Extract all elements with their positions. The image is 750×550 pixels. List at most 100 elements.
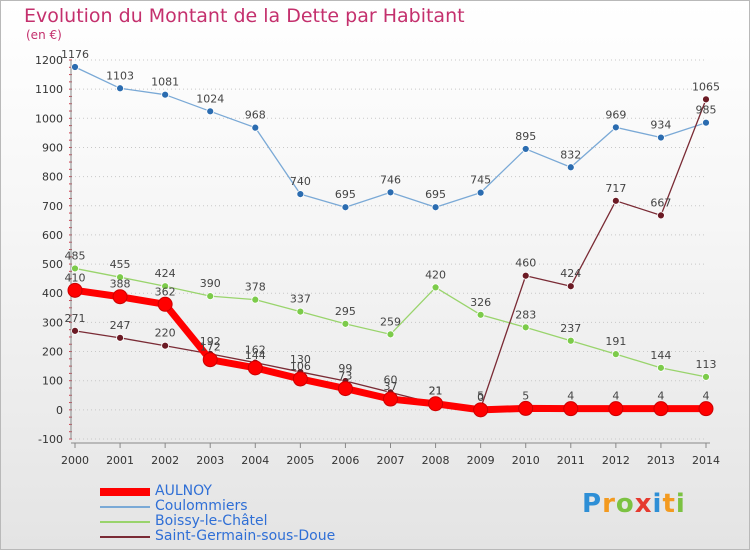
data-label: 424: [155, 267, 176, 280]
y-tick-label: 600: [42, 229, 63, 242]
data-label: 460: [515, 257, 536, 270]
series-point-1: [521, 145, 530, 153]
x-tick-label: 2014: [692, 454, 720, 467]
series-point-2: [206, 292, 215, 301]
logo-letter: i: [675, 489, 686, 519]
data-label: 295: [335, 305, 356, 318]
data-label: 4: [657, 390, 664, 403]
series-point-1: [161, 90, 170, 99]
x-tick-label: 2008: [422, 454, 450, 467]
logo-letter: t: [662, 489, 676, 519]
data-label: 113: [696, 358, 717, 371]
series-point-1: [116, 84, 124, 93]
legend-item: Boissy-le-Châtel: [100, 513, 400, 530]
data-label: 144: [650, 349, 671, 362]
data-label: 390: [200, 277, 221, 290]
series-point-0: [518, 400, 534, 416]
logo-letter: i: [652, 489, 663, 519]
data-label: 424: [560, 267, 581, 280]
series-point-1: [341, 203, 350, 212]
data-label: 0: [477, 391, 484, 404]
data-label: 746: [380, 173, 401, 186]
y-tick-label: 1000: [35, 112, 63, 125]
series-point-1: [657, 133, 665, 142]
series-point-3: [611, 196, 620, 205]
series-point-2: [431, 283, 440, 292]
data-label: 237: [560, 322, 581, 335]
x-tick-label: 2006: [331, 454, 359, 467]
legend-swatch: [100, 536, 150, 538]
x-tick-label: 2003: [196, 454, 224, 467]
logo-letter: o: [615, 489, 635, 519]
legend-swatch: [100, 488, 150, 496]
data-label: 162: [245, 344, 266, 357]
series-point-2: [657, 363, 665, 372]
data-label: 60: [384, 373, 398, 386]
y-tick-label: 800: [42, 171, 63, 184]
data-label: 695: [335, 188, 356, 201]
legend-label: AULNOY: [155, 483, 212, 499]
data-label: 695: [425, 188, 446, 201]
data-label: 388: [110, 278, 131, 291]
data-label: 1065: [692, 80, 720, 93]
proxiti-logo: Proxiti: [582, 489, 686, 519]
series-point-2: [702, 373, 710, 381]
x-tick-label: 2013: [647, 454, 675, 467]
data-label: 21: [429, 385, 443, 398]
y-tick-label: -100: [38, 433, 63, 446]
x-tick-label: 2010: [512, 454, 540, 467]
series-point-2: [386, 330, 395, 339]
data-label: 455: [110, 258, 131, 271]
data-label: 271: [65, 312, 86, 325]
legend-label: Saint-Germain-sous-Doue: [155, 528, 336, 544]
logo-letter: x: [634, 489, 653, 519]
x-tick-label: 2007: [377, 454, 405, 467]
chart-unit: (en €): [26, 28, 62, 42]
data-label: 410: [65, 271, 86, 284]
y-tick-label: 900: [42, 141, 63, 154]
series-point-2: [116, 273, 124, 282]
data-label: 337: [290, 293, 311, 306]
data-label: 5: [522, 389, 529, 402]
series-point-0: [112, 289, 128, 305]
logo-letter: P: [582, 489, 603, 519]
series-point-0: [428, 396, 444, 412]
data-label: 191: [605, 335, 626, 348]
data-label: 144: [245, 349, 266, 362]
x-tick-label: 2011: [557, 454, 585, 467]
y-tick-label: 0: [56, 404, 63, 417]
series-point-0: [608, 401, 624, 417]
logo-letter: r: [602, 489, 616, 519]
data-label: 934: [650, 119, 671, 132]
series-point-3: [116, 333, 124, 342]
data-label: 130: [290, 353, 311, 366]
data-label: 4: [567, 390, 574, 403]
x-tick-label: 2009: [467, 454, 495, 467]
data-label: 969: [605, 108, 626, 121]
legend-swatch: [100, 521, 150, 523]
series-point-1: [566, 163, 575, 172]
series-point-1: [386, 188, 395, 197]
series-point-0: [698, 401, 714, 417]
series-point-3: [71, 326, 79, 335]
data-label: 1103: [106, 69, 134, 82]
legend: AULNOY Coulommiers Boissy-le-Châtel Saint-G…: [100, 483, 400, 545]
series-point-2: [476, 310, 485, 319]
legend-swatch: [100, 506, 150, 508]
series-point-0: [383, 391, 398, 407]
series-point-2: [71, 264, 79, 273]
data-label: 378: [245, 281, 266, 294]
data-label: 5: [477, 389, 484, 402]
data-label: 37: [384, 380, 398, 393]
y-tick-label: 200: [42, 346, 63, 359]
series-point-2: [251, 295, 260, 304]
y-tick-label: 400: [42, 287, 63, 300]
data-label: 895: [515, 130, 536, 143]
y-tick-label: 500: [42, 258, 63, 271]
series-point-2: [341, 319, 350, 328]
series-point-0: [292, 371, 308, 387]
series-point-3: [566, 282, 575, 291]
series-point-3: [657, 211, 665, 220]
